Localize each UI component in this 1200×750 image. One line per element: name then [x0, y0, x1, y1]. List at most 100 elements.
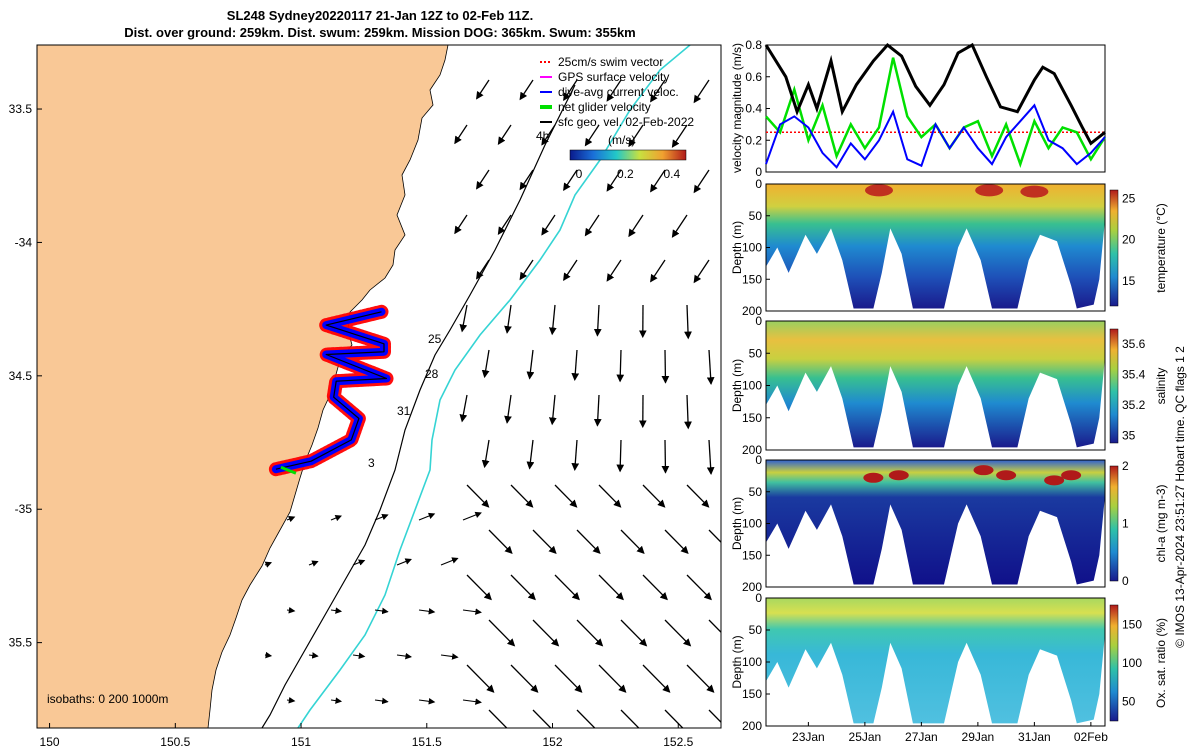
time-x-tick-label: 25Jan	[849, 730, 882, 744]
sfc-velocity-arrow	[330, 697, 343, 704]
sfc-velocity-arrow	[476, 79, 490, 100]
sfc-velocity-arrow	[616, 349, 625, 383]
sfc-velocity-arrow	[519, 259, 534, 281]
velocity-panel: 0 0.2 0.4 0.6 0.8 velocity magnitude (m/s)	[730, 38, 1107, 179]
time-x-tick-label: 02Feb	[1074, 730, 1108, 744]
sfc-velocity-arrow	[671, 214, 688, 238]
sfc-velocity-arrow	[642, 664, 671, 693]
sfc-velocity-arrow	[548, 304, 557, 336]
velocity-series	[764, 42, 1107, 169]
section-panel-salinity: 0 50 100 150 200 Depth (m) 35.6 35.4 35.2 35 salin…	[730, 314, 1168, 457]
velocity-series-line	[765, 103, 1106, 169]
sfc-velocity-arrow	[650, 169, 666, 193]
sfc-velocity-arrow	[554, 574, 580, 601]
sfc-velocity-arrow	[576, 709, 596, 728]
time-x-tick-label: 27Jan	[905, 730, 938, 744]
sfc-velocity-arrow	[488, 529, 513, 554]
map-x-tick-label: 151.5	[412, 735, 442, 749]
sfc-velocity-arrow	[374, 513, 389, 521]
section-profile-chl-a	[766, 460, 1105, 585]
colorbar-tick-label: 35.6	[1122, 337, 1146, 351]
colorbar-tick-label: 2	[1122, 459, 1129, 473]
sfc-velocity-arrow	[684, 394, 692, 430]
sfc-velocity-arrow	[264, 561, 273, 568]
sfc-velocity-arrow	[374, 607, 389, 615]
section-y-tick-label: 200	[742, 304, 762, 318]
sfc-velocity-arrow	[497, 214, 512, 235]
map-x-tick-label: 150	[40, 735, 60, 749]
map-y-tick-label: -35	[15, 502, 33, 516]
colorbar-tick-label: 50	[1122, 695, 1136, 709]
map-y-tick-label: 33.5	[9, 102, 33, 116]
legend-label-sfc: sfc geo. vel. 02-Feb-2022	[558, 115, 694, 129]
sfc-velocity-arrow	[466, 574, 492, 601]
sfc-velocity-arrow	[628, 214, 644, 238]
sfc-velocity-arrow	[476, 169, 490, 190]
sfc-velocity-arrow	[462, 511, 482, 521]
warm-surface-blob	[865, 184, 893, 197]
warm-surface-blob	[975, 184, 1004, 197]
sfc-velocity-arrow	[620, 619, 648, 647]
sfc-velocity-arrow	[541, 214, 556, 236]
sfc-velocity-arrow	[519, 79, 534, 101]
section-y-tick-label: 150	[742, 411, 762, 425]
sfc-velocity-arrow	[584, 124, 600, 147]
section-y-tick-label: 50	[749, 485, 763, 499]
sfc-velocity-arrow	[593, 394, 602, 427]
section-y-tick-label: 50	[749, 209, 763, 223]
velocity-y-tick-label: 0.8	[745, 38, 762, 52]
sfc-velocity-arrow	[462, 608, 482, 615]
sfc-velocity-arrow	[554, 484, 578, 508]
map-x-tick-label: 152	[542, 735, 562, 749]
velocity-y-tick-label: 0.4	[745, 102, 762, 116]
sfc-velocity-arrow	[488, 709, 508, 728]
sfc-velocity-arrow	[476, 259, 490, 280]
section-ylabel: Depth (m)	[730, 497, 744, 550]
sfc-velocity-arrow	[526, 349, 535, 380]
sfc-velocity-arrow	[686, 664, 715, 693]
section-colorbar	[1109, 189, 1119, 307]
section-y-tick-label: 100	[742, 517, 762, 531]
section-ylabel: Depth (m)	[730, 221, 744, 274]
sfc-velocity-arrow	[563, 259, 578, 282]
sfc-velocity-arrow	[650, 259, 666, 283]
colorbar-tick-label: 0	[576, 167, 583, 181]
sfc-velocity-arrow	[686, 484, 710, 508]
sfc-velocity-arrow	[286, 606, 296, 614]
sfc-velocity-arrow	[396, 652, 413, 660]
sfc-velocity-arrow	[418, 698, 436, 705]
sfc-velocity-arrow	[642, 484, 666, 508]
sfc-velocity-arrow	[576, 529, 601, 554]
sfc-velocity-arrow	[616, 439, 625, 473]
sfc-velocity-arrow	[532, 529, 557, 554]
net-glider-track	[275, 311, 388, 470]
sfc-velocity-arrow	[593, 304, 602, 337]
chart-title-line-1: SL248 Sydney20220117 21-Jan 12Z to 02-Fe…	[226, 8, 534, 23]
section-colorbar	[1109, 328, 1119, 444]
map-y-tick-label: 35.5	[9, 636, 33, 650]
sfc-velocity-arrow	[481, 349, 490, 379]
sfc-velocity-arrow	[352, 559, 366, 566]
colorbar-tick-label: 25	[1122, 191, 1136, 205]
section-y-tick-label: 200	[742, 719, 762, 733]
sfc-velocity-arrow	[664, 529, 689, 554]
day-label: 31	[397, 404, 411, 418]
speed-colorbar-ticks: 0 0.2 0.4	[576, 167, 681, 181]
sfc-velocity-arrow	[497, 124, 512, 145]
section-profile-salinity	[766, 321, 1105, 448]
net-velocity-end	[280, 465, 297, 475]
sfc-velocity-arrow	[519, 169, 534, 191]
sfc-velocity-arrow	[264, 651, 273, 659]
section-y-tick-label: 50	[749, 346, 763, 360]
chart-title-line-2: Dist. over ground: 259km. Dist. swum: 25…	[124, 25, 636, 40]
colorbar-tick-label: 35.4	[1122, 368, 1146, 382]
velocity-ylabel: velocity magnitude (m/s)	[730, 43, 744, 173]
sfc-velocity-arrow	[620, 709, 640, 728]
colorbar-tick-label: 150	[1122, 617, 1142, 631]
colorbar-tick-label: 100	[1122, 656, 1142, 670]
section-y-tick-label: 150	[742, 548, 762, 562]
map-panel: 150 150.5 151 151.5 152 152.5 33.5 -34 34.5 -35 35…	[9, 44, 722, 749]
